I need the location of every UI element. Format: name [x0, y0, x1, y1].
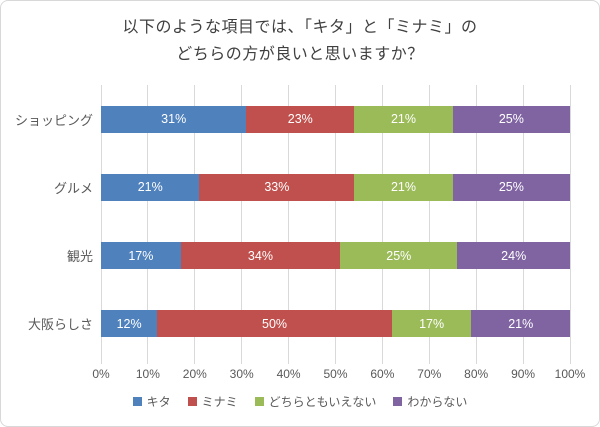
x-tick-label-70: 70% [417, 367, 442, 381]
gridline-100 [569, 85, 571, 358]
chart-title-line1: 以下のような項目では、「キタ」と「ミナミ」の [122, 19, 478, 36]
bar-segment-ショッピング-どちらともいえない[interactable]: 21% [354, 105, 453, 133]
gridline-80 [475, 85, 477, 358]
x-tickmark-10 [147, 358, 149, 364]
bar-segment-グルメ-わからない[interactable]: 25% [452, 173, 570, 201]
bar-row-大阪らしさ: 12% 50% 17% 21% [101, 310, 570, 338]
x-tickmark-60 [381, 358, 383, 364]
legend-label: どちらともいえない [268, 395, 377, 409]
bar-segment-ショッピング-ミナミ[interactable]: 23% [246, 105, 355, 133]
bar-row-グルメ: 21% 33% 21% 25% [101, 173, 570, 201]
gridline-40 [288, 85, 290, 358]
gridline-0 [100, 85, 102, 358]
legend-swatch-icon [393, 397, 403, 406]
bar-segment-大阪らしさ-どちらともいえない[interactable]: 17% [391, 310, 472, 338]
chart-title: 以下のような項目では、「キタ」と「ミナミ」の どちらの方が良いと思いますか？ [1, 14, 599, 68]
bar-segment-大阪らしさ-キタ[interactable]: 12% [101, 310, 158, 338]
x-tickmark-0 [100, 358, 102, 364]
legend-swatch-icon [132, 397, 142, 406]
legend-swatch-icon [187, 397, 197, 406]
category-label-ショッピング: ショッピング [14, 112, 93, 128]
x-tickmark-40 [288, 358, 290, 364]
gridline-70 [428, 85, 430, 358]
x-tick-label-30: 30% [229, 367, 254, 381]
bar-segment-観光-ミナミ[interactable]: 34% [180, 242, 341, 270]
bar-segment-観光-どちらともいえない[interactable]: 25% [340, 242, 458, 270]
category-label-大阪らしさ: 大阪らしさ [27, 317, 93, 333]
gridline-90 [522, 85, 524, 358]
x-tick-label-50: 50% [323, 367, 348, 381]
legend: キタ ミナミ どちらともいえない わからない [1, 393, 599, 410]
x-tick-label-0: 0% [92, 367, 110, 381]
bar-segment-グルメ-どちらともいえない[interactable]: 21% [354, 173, 453, 201]
legend-item-キタ[interactable]: キタ [132, 393, 171, 410]
x-tick-label-80: 80% [464, 367, 489, 381]
category-label-観光: 観光 [66, 249, 93, 265]
x-tickmark-80 [475, 358, 477, 364]
legend-item-ミナミ[interactable]: ミナミ [187, 393, 238, 410]
legend-item-わからない[interactable]: わからない [393, 393, 467, 410]
bar-segment-ショッピング-わからない[interactable]: 25% [452, 105, 570, 133]
legend-swatch-icon [254, 397, 264, 406]
x-tickmark-30 [241, 358, 243, 364]
category-label-グルメ: グルメ [53, 180, 93, 196]
x-tickmark-50 [335, 358, 336, 364]
x-tickmark-20 [194, 358, 196, 364]
bar-row-ショッピング: 31% 23% 21% 25% [101, 105, 570, 133]
legend-item-どちらともいえない[interactable]: どちらともいえない [254, 393, 377, 410]
x-tickmark-90 [522, 358, 524, 364]
bar-segment-ショッピング-キタ[interactable]: 31% [101, 105, 247, 133]
bar-segment-グルメ-キタ[interactable]: 21% [101, 173, 200, 201]
gridline-60 [381, 85, 383, 358]
bar-segment-大阪らしさ-ミナミ[interactable]: 50% [157, 310, 392, 338]
x-tick-label-60: 60% [370, 367, 395, 381]
gridline-50 [335, 85, 336, 358]
bar-segment-観光-キタ[interactable]: 17% [101, 242, 181, 270]
plot-area: 31% 23% 21% 25% 21% 33% 21% 25% 17% 34% 25% 24% 12% 5… [100, 85, 571, 358]
gridline-30 [241, 85, 243, 358]
x-tick-label-100: 100% [554, 367, 586, 381]
bar-segment-グルメ-ミナミ[interactable]: 33% [199, 173, 355, 201]
x-tickmark-70 [428, 358, 430, 364]
bar-row-観光: 17% 34% 25% 24% [101, 242, 570, 270]
x-axis: 0% 10% 20% 30% 40% 50% 60% 70% 80% 90% 100% [1, 367, 599, 383]
legend-label: キタ [146, 395, 171, 409]
x-tick-label-90: 90% [511, 367, 536, 381]
x-tick-label-10: 10% [135, 367, 160, 381]
bar-segment-観光-わからない[interactable]: 24% [457, 242, 570, 270]
legend-label: わからない [407, 395, 468, 409]
x-tick-label-20: 20% [182, 367, 207, 381]
gridline-10 [147, 85, 149, 358]
legend-label: ミナミ [201, 395, 238, 409]
bar-segment-大阪らしさ-わからない[interactable]: 21% [471, 310, 570, 338]
chart-title-line2: どちらの方が良いと思いますか？ [176, 46, 424, 63]
x-tick-label-40: 40% [276, 367, 301, 381]
gridline-20 [194, 85, 196, 358]
x-tickmark-100 [569, 358, 571, 364]
category-axis: ショッピンググルメ観光大阪らしさ [7, 85, 93, 358]
